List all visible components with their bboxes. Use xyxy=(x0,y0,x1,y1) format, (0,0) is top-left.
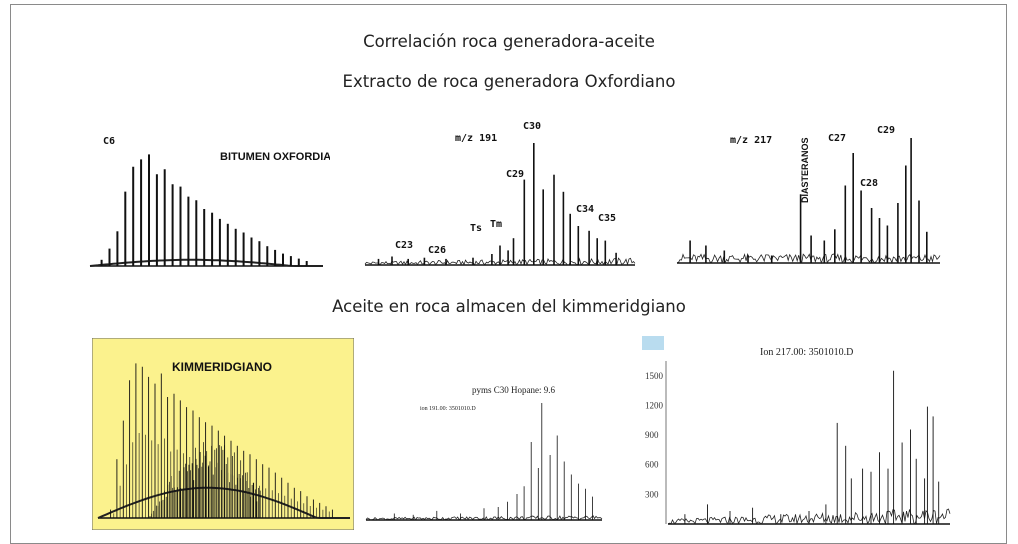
peak-label-c34: C34 xyxy=(576,204,594,215)
peak-label-c28: C28 xyxy=(860,178,878,189)
peak-label-c23: C23 xyxy=(395,240,413,251)
peak-label-ts: Ts xyxy=(470,223,482,234)
chart-kimmeridgiano: KIMMERIDGIANO xyxy=(92,338,354,530)
peak-label-c30: C30 xyxy=(523,121,541,132)
peaks-group xyxy=(365,403,603,521)
peaks-group xyxy=(364,143,636,267)
y-tick-label: 900 xyxy=(645,430,659,440)
corner-tag xyxy=(642,336,664,350)
peak-label-c35: C35 xyxy=(598,213,616,224)
ucm-hump xyxy=(97,486,350,519)
baseline-noise xyxy=(676,253,941,265)
annotation-ion217: Ion 217.00: 3501010.D xyxy=(760,347,853,358)
y-tick-label: 1500 xyxy=(645,371,664,381)
peak-label-c29: C29 xyxy=(506,169,524,180)
top-row-subtitle: Extracto de roca generadora Oxfordiano xyxy=(342,72,676,91)
peaks-group xyxy=(676,138,941,265)
peaks-group xyxy=(667,370,951,525)
corner-label-mz217: m/z 217 xyxy=(730,135,772,146)
chart-ion217-aceite: Ion 217.00: 3501010.D 300 600 900 1200 1500 xyxy=(642,336,951,525)
peaks-group xyxy=(97,363,350,519)
chart-bitumen-oxfordiano: C6 BITUMEN OXFORDIANO xyxy=(89,136,330,267)
bottom-row-subtitle: Aceite en roca almacen del kimmeridgiano xyxy=(332,297,686,316)
peak-label-tm: Tm xyxy=(490,219,502,230)
chart-mz191-oxfordiano: m/z 191 C23 C26 Ts Tm C29 C30 C34 C35 xyxy=(364,121,636,267)
y-tick-label: 1200 xyxy=(645,401,664,411)
y-axis-ticks: 300 600 900 1200 1500 xyxy=(645,361,667,524)
ucm-hump xyxy=(89,258,323,267)
peak-label-c29: C29 xyxy=(877,125,895,136)
y-tick-label: 300 xyxy=(645,489,659,499)
chart-mz191-aceite: pyms C30 Hopane: 9.6 ion 191.00: 3501010… xyxy=(365,385,603,521)
annotation-bitumen: BITUMEN OXFORDIANO xyxy=(220,151,330,163)
chart-mz217-oxfordiano: m/z 217 DIASTERANOS C27 C28 C29 xyxy=(676,125,941,265)
corner-label-mz191: m/z 191 xyxy=(455,133,497,144)
y-tick-label: 600 xyxy=(645,460,659,470)
peak-label-diasteranos: DIASTERANOS xyxy=(800,137,810,203)
annotation-hopane: pyms C30 Hopane: 9.6 xyxy=(472,385,555,395)
figure-title: Correlación roca generadora-aceite xyxy=(363,32,655,51)
annotation-kimmeridgiano: KIMMERIDGIANO xyxy=(172,360,272,374)
corner-label-c6: C6 xyxy=(103,136,115,147)
peaks-group xyxy=(89,154,323,267)
peak-label-c27: C27 xyxy=(828,133,846,144)
annotation-ion191: ion 191.00: 3501010.D xyxy=(420,406,476,412)
peak-label-c26: C26 xyxy=(428,245,446,256)
